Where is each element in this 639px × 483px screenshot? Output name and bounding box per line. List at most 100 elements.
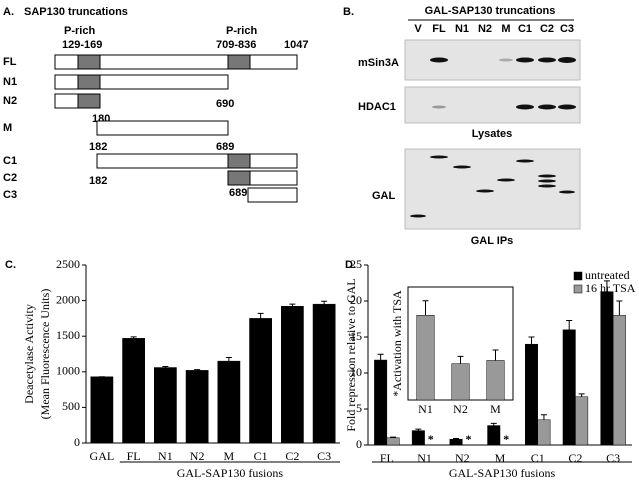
end-label: 690	[216, 98, 234, 110]
error-bar	[377, 353, 384, 361]
band	[538, 179, 556, 183]
error-bar	[422, 300, 429, 316]
error-bar	[225, 357, 232, 362]
lane-label: FL	[432, 23, 446, 35]
x-tick-label: N1	[417, 451, 432, 465]
p-rich-domain	[227, 170, 251, 186]
y-tick-label: 0	[356, 437, 362, 451]
row-label: HDAC1	[358, 101, 396, 113]
panel-title: GAL-SAP130 truncations	[425, 5, 556, 17]
lane-label: V	[414, 23, 422, 35]
legend-label: 16 hr TSA	[585, 281, 636, 295]
bar	[575, 396, 589, 446]
y-tick-label: 25	[350, 257, 362, 271]
band	[516, 57, 534, 63]
row-label: mSin3A	[358, 57, 399, 69]
band	[453, 165, 471, 169]
bar	[451, 363, 470, 401]
band	[516, 104, 534, 110]
p-rich-domain	[77, 93, 101, 109]
blot	[404, 86, 581, 124]
x-tick-label: M	[495, 451, 506, 465]
y-tick-label: 2000	[56, 292, 80, 306]
bar	[449, 438, 463, 446]
x-axis-label: GAL-SAP130 fusions	[177, 466, 284, 480]
error-bar	[453, 438, 460, 440]
panel-title: SAP130 truncations	[24, 6, 128, 18]
y-tick-label: 10	[350, 365, 362, 379]
domain-label: P-rich	[64, 25, 95, 37]
bar	[217, 360, 241, 444]
band	[558, 104, 576, 110]
bar	[281, 306, 304, 444]
panel-a: A. SAP130 truncations P-rich 129-169 P-r…	[3, 6, 308, 203]
domain-range: 709-836	[216, 39, 256, 51]
x-tick-label: C2	[285, 449, 299, 463]
x-tick-label: C3	[317, 449, 331, 463]
x-tick-label: FL	[380, 451, 394, 465]
bar	[312, 303, 336, 444]
band	[559, 190, 575, 194]
error-bar	[390, 436, 397, 438]
error-bar	[540, 414, 547, 420]
annotation: *	[428, 432, 434, 446]
lane-label: M	[501, 23, 510, 35]
error-bar	[528, 336, 535, 345]
y-tick-label: 1500	[56, 328, 80, 342]
error-bar	[162, 365, 169, 368]
error-bar	[566, 319, 573, 330]
y-axis-label: Fold repression relative to GAL	[344, 278, 358, 431]
error-bar	[257, 312, 264, 319]
error-bar	[415, 428, 422, 431]
band	[497, 178, 515, 182]
construct-label: N1	[3, 76, 17, 88]
y-tick-label: 1000	[56, 364, 80, 378]
lane-label: C1	[518, 23, 532, 35]
error-bar	[490, 422, 497, 426]
bar	[537, 419, 551, 446]
construct-label: FL	[3, 56, 17, 68]
row-label: GAL	[372, 190, 396, 202]
lane-label: N2	[478, 23, 492, 35]
lane-label: C2	[540, 23, 554, 35]
band	[476, 189, 494, 193]
blot-caption: GAL IPs	[471, 235, 514, 247]
x-tick-label: FL	[127, 449, 141, 463]
blot-caption: Lysates	[472, 128, 513, 140]
error-bar	[289, 303, 296, 307]
legend-swatch	[573, 271, 583, 281]
band	[538, 184, 556, 188]
band	[410, 214, 426, 218]
band	[538, 174, 556, 178]
y-tick-label: 500	[62, 399, 80, 413]
bar	[374, 359, 388, 446]
lane-label: N1	[455, 23, 469, 35]
x-tick-label: C2	[568, 451, 582, 465]
y-axis-label: *Activation with TSA	[390, 290, 404, 397]
bar	[185, 370, 209, 444]
y-tick-label: 20	[350, 293, 362, 307]
y-tick-label: 2500	[56, 257, 80, 271]
domain-range: 129-169	[62, 39, 102, 51]
annotation: *	[466, 432, 472, 446]
y-tick-label: 0	[74, 435, 80, 449]
x-axis-label: GAL-SAP130 fusions	[449, 466, 556, 480]
bar	[154, 367, 177, 444]
band	[499, 58, 513, 62]
x-tick-label: N2	[455, 451, 470, 465]
x-tick-label: N1	[418, 402, 433, 416]
bar	[386, 437, 400, 446]
p-rich-domain	[227, 54, 251, 70]
error-bar	[194, 369, 201, 371]
end-label: 689	[229, 187, 247, 199]
bar	[411, 430, 425, 446]
bar	[122, 338, 145, 444]
panel-label: C.	[5, 259, 16, 271]
x-tick-label: GAL	[90, 449, 115, 463]
panel-label: B.	[343, 6, 354, 18]
band	[430, 155, 448, 159]
construct-label: N2	[3, 95, 17, 107]
error-bar	[492, 349, 499, 361]
construct-label: C3	[3, 189, 17, 201]
